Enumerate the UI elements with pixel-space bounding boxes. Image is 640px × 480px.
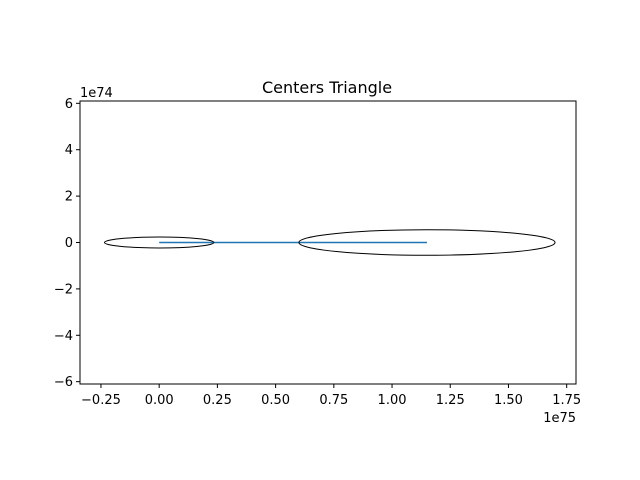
x-tick-label: 0.00 — [145, 393, 174, 408]
y-tick-label: 2 — [65, 190, 73, 205]
y-tick-label: 0 — [65, 236, 73, 251]
x-offset-label: 1e75 — [543, 411, 576, 426]
axis-ticks: −0.25 0.00 0.25 0.50 0.75 1.00 1.25 1.50 1.75 −6 −… — [54, 97, 581, 408]
y-tick-label: 6 — [65, 97, 73, 112]
y-tick-label: −4 — [54, 329, 73, 344]
plot-marks — [103, 229, 556, 256]
x-tick-label: 1.00 — [378, 393, 407, 408]
x-tick-label: 0.75 — [319, 393, 348, 408]
plot-frame — [79, 100, 577, 385]
x-tick-label: 1.75 — [552, 393, 581, 408]
x-tick-label: 0.50 — [261, 393, 290, 408]
y-tick-label: −2 — [54, 282, 73, 297]
x-tick-label: −0.25 — [81, 393, 121, 408]
chart-title: Centers Triangle — [262, 78, 392, 97]
x-tick-label: 0.25 — [203, 393, 232, 408]
x-tick-label: 1.25 — [436, 393, 465, 408]
y-tick-label: −6 — [54, 375, 73, 390]
y-offset-label: 1e74 — [80, 86, 113, 101]
circle-1 — [298, 229, 556, 256]
circle-0 — [103, 236, 215, 249]
y-tick-label: 4 — [65, 143, 73, 158]
x-tick-label: 1.50 — [494, 393, 523, 408]
